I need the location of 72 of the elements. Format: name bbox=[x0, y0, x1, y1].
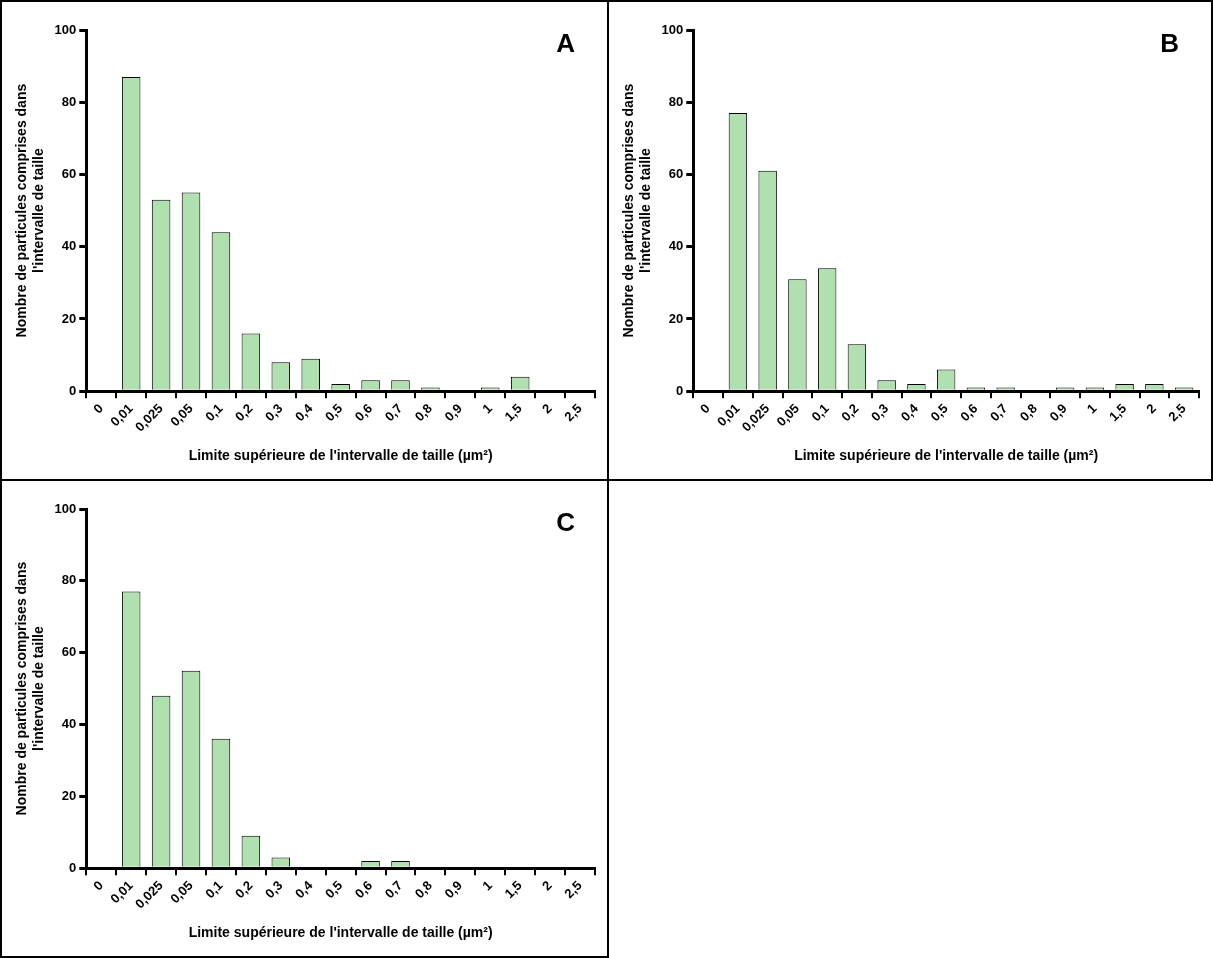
x-tick-label: 1,5 bbox=[1105, 400, 1130, 425]
x-tick-label: 0,9 bbox=[441, 400, 465, 425]
x-tick-label: 0 bbox=[90, 877, 106, 894]
x-tick-label: 0 bbox=[697, 400, 713, 417]
x-tick-label: 0,01 bbox=[107, 877, 136, 907]
y-tick-label: 100 bbox=[54, 21, 77, 37]
x-tick-label: 0,01 bbox=[107, 400, 136, 430]
x-tick-label: 0,1 bbox=[202, 877, 226, 902]
x-tick-label: 0,5 bbox=[321, 877, 346, 902]
x-tick-label: 2,5 bbox=[561, 400, 585, 425]
y-tick-label: 80 bbox=[61, 572, 77, 588]
y-tick-label: 40 bbox=[668, 238, 684, 254]
x-tick-label: 0,1 bbox=[808, 400, 832, 425]
x-tick-label: 0,2 bbox=[232, 877, 256, 902]
y-tick-label: 60 bbox=[61, 644, 77, 660]
x-tick-label: 1,5 bbox=[501, 877, 525, 902]
y-tick-label: 0 bbox=[676, 382, 684, 398]
x-tick-label: 0,8 bbox=[1016, 400, 1041, 425]
x-tick-label: 0 bbox=[90, 400, 106, 417]
x-tick-label: 1 bbox=[1083, 400, 1100, 417]
x-tick-label: 2,5 bbox=[1165, 400, 1189, 425]
x-tick-label: 0,3 bbox=[867, 400, 892, 425]
x-tick-label: 0,5 bbox=[927, 400, 951, 425]
x-tick-label: 0,4 bbox=[291, 877, 316, 902]
x-tick-label: 0,3 bbox=[262, 877, 286, 902]
x-axis-title: Limite supérieure de l'intervalle de taille (µm²) bbox=[188, 447, 493, 464]
x-tick-label: 1 bbox=[479, 877, 495, 894]
x-tick-label: 0,6 bbox=[351, 877, 376, 902]
y-tick-label: 20 bbox=[61, 787, 77, 803]
x-tick-label: 0,8 bbox=[411, 877, 436, 902]
x-tick-label: 0,6 bbox=[351, 400, 376, 425]
x-tick-label: 1,5 bbox=[501, 400, 525, 425]
x-tick-label: 0,4 bbox=[291, 400, 316, 425]
x-tick-label: 0,9 bbox=[441, 877, 465, 902]
x-tick-label: 0,4 bbox=[897, 400, 922, 425]
y-tick-label: 100 bbox=[661, 21, 684, 37]
x-tick-label: 1 bbox=[479, 400, 495, 417]
y-tick-label: 60 bbox=[61, 166, 77, 182]
y-tick-label: 40 bbox=[61, 716, 77, 732]
x-tick-label: 0,7 bbox=[986, 400, 1011, 425]
x-tick-label: 2,5 bbox=[561, 877, 585, 902]
x-axis-title: Limite supérieure de l'intervalle de taille (µm²) bbox=[188, 924, 493, 941]
y-tick-label: 0 bbox=[69, 859, 77, 875]
x-tick-label: 0,01 bbox=[714, 400, 743, 430]
x-tick-label: 0,2 bbox=[232, 400, 256, 425]
y-tick-label: 80 bbox=[668, 93, 684, 109]
x-tick-label: 0,1 bbox=[202, 400, 226, 425]
chart-title: C bbox=[556, 507, 576, 538]
x-tick-label: 2 bbox=[539, 400, 555, 417]
x-tick-label: 0,6 bbox=[957, 400, 981, 425]
y-tick-label: 20 bbox=[668, 310, 684, 326]
chart-title: A bbox=[556, 28, 576, 59]
x-tick-label: 0,8 bbox=[411, 400, 436, 425]
y-tick-label: 100 bbox=[54, 500, 77, 516]
y-axis-title: Nombre de particules comprises dans l'intervalle de taille bbox=[620, 83, 654, 338]
y-axis-title: Nombre de particules comprises dans l'intervalle de taille bbox=[13, 83, 47, 338]
chart-title: B bbox=[1160, 28, 1179, 59]
y-tick-label: 60 bbox=[668, 166, 684, 182]
y-axis-title: Nombre de particules comprises dans l'intervalle de taille bbox=[13, 561, 47, 816]
x-tick-label: 0,7 bbox=[381, 877, 406, 902]
x-tick-label: 0,3 bbox=[262, 400, 286, 425]
x-tick-label: 0,7 bbox=[381, 400, 406, 425]
y-tick-label: 20 bbox=[61, 310, 77, 326]
x-tick-label: 0,9 bbox=[1046, 400, 1070, 425]
y-tick-label: 40 bbox=[61, 238, 77, 254]
x-tick-label: 0,5 bbox=[321, 400, 346, 425]
x-tick-label: 2 bbox=[539, 877, 555, 894]
x-axis-title: Limite supérieure de l'intervalle de taille (µm²) bbox=[794, 447, 1099, 464]
y-tick-label: 80 bbox=[61, 93, 77, 109]
y-tick-label: 0 bbox=[69, 382, 77, 398]
x-tick-label: 0,2 bbox=[838, 400, 862, 425]
x-tick-label: 2 bbox=[1143, 400, 1160, 417]
